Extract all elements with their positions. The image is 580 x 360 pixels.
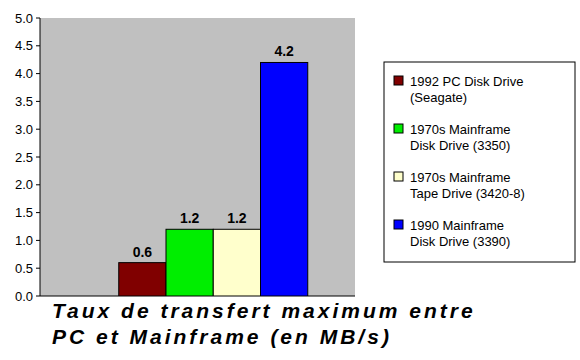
tick-mark xyxy=(36,45,40,46)
tick-label: 2.0 xyxy=(15,177,33,192)
legend-label: 1970s MainframeTape Drive (3420-8) xyxy=(410,170,525,201)
tick-mark xyxy=(36,212,40,213)
tick-label: 1.5 xyxy=(15,205,33,220)
legend-label: 1970s MainframeDisk Drive (3350) xyxy=(410,122,510,153)
text-line: Taux de transfert maximum entre xyxy=(52,299,476,322)
tick-label: 2.5 xyxy=(15,150,33,165)
legend-swatch xyxy=(394,172,403,181)
y-axis-line xyxy=(40,18,41,296)
tick-mark xyxy=(36,18,40,19)
legend-swatch xyxy=(394,76,403,85)
tick-mark xyxy=(36,184,40,185)
bar xyxy=(261,62,308,296)
data-label: 4.2 xyxy=(274,43,294,59)
data-labels: 0.6 1.2 1.2 4.2 xyxy=(133,43,294,259)
plot-area xyxy=(40,18,355,296)
background xyxy=(0,0,580,360)
data-label: 1.2 xyxy=(227,210,247,226)
legend-label: 1990 MainframeDisk Drive (3390) xyxy=(410,218,510,249)
tick-mark xyxy=(36,157,40,158)
tick-mark xyxy=(36,296,40,297)
tick-label: 4.5 xyxy=(15,38,33,53)
tick-mark xyxy=(36,129,40,130)
text-line: (Seagate) xyxy=(410,90,467,105)
title: Taux de transfert maximum entre PC et Mai… xyxy=(52,299,476,348)
text-line: Disk Drive (3390) xyxy=(410,234,510,249)
bar xyxy=(119,263,166,296)
bar xyxy=(166,229,213,296)
legend-swatch xyxy=(394,124,403,133)
bars xyxy=(119,62,308,296)
data-label: 1.2 xyxy=(180,210,200,226)
tick-mark xyxy=(36,101,40,102)
tick-mark xyxy=(36,73,40,74)
bar xyxy=(213,229,260,296)
tick-label: 0.0 xyxy=(15,289,33,304)
text-line: 1992 PC Disk Drive xyxy=(410,74,523,89)
tick-label: 5.0 xyxy=(15,11,33,26)
tick-label: 4.0 xyxy=(15,66,33,81)
tick-label: 1.0 xyxy=(15,233,33,248)
text-line: Tape Drive (3420-8) xyxy=(410,186,525,201)
tick-mark xyxy=(36,240,40,241)
chart: 0.0 0.5 1.0 1.5 2.0 2.5 3.0 3.5 4.0 4.5 5.0 0.6 1.2 1… xyxy=(0,0,580,360)
data-label: 0.6 xyxy=(133,244,153,260)
text-line: PC et Mainframe (en MB/s) xyxy=(52,325,392,348)
legend-label: 1992 PC Disk Drive(Seagate) xyxy=(410,74,523,105)
tick-label: 3.5 xyxy=(15,94,33,109)
y-axis: 0.0 0.5 1.0 1.5 2.0 2.5 3.0 3.5 4.0 4.5 5.0 xyxy=(15,11,355,304)
tick-mark xyxy=(36,268,40,269)
text-line: 1970s Mainframe xyxy=(410,122,510,137)
legend-swatch xyxy=(394,220,403,229)
legend: 1992 PC Disk Drive(Seagate) 1970s Mainfra… xyxy=(384,62,575,262)
text-line: 1990 Mainframe xyxy=(410,218,504,233)
tick-label: 3.0 xyxy=(15,122,33,137)
legend-box xyxy=(384,62,575,262)
text-line: Disk Drive (3350) xyxy=(410,138,510,153)
text-line: 1970s Mainframe xyxy=(410,170,510,185)
tick-label: 0.5 xyxy=(15,261,33,276)
